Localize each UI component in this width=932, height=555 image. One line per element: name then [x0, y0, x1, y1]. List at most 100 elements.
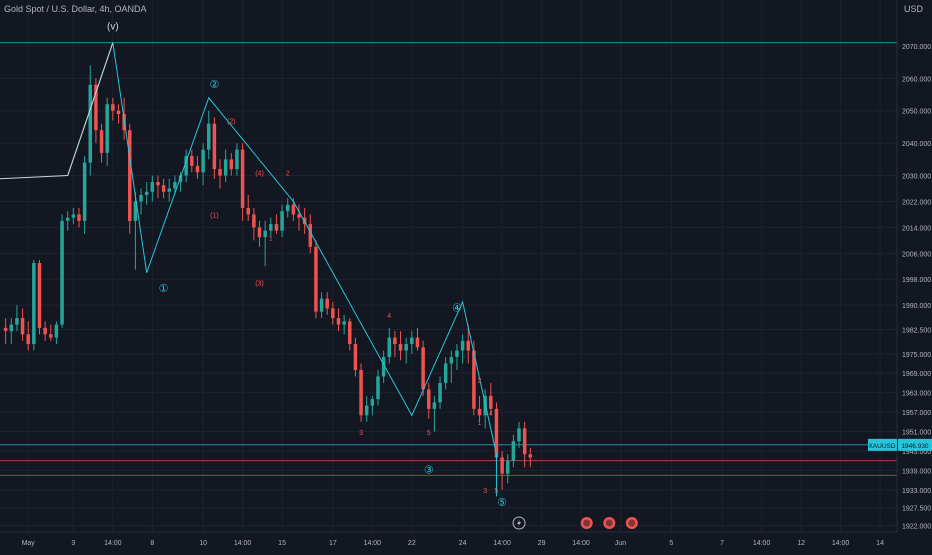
candle-body: [319, 298, 324, 312]
candle: [432, 395, 437, 432]
candle-body: [280, 211, 284, 231]
candle: [297, 204, 301, 231]
time-tick-label: 22: [408, 540, 416, 547]
candle-body: [308, 224, 313, 247]
candle-body: [184, 156, 188, 176]
price-tick-label: 2006.000: [902, 251, 931, 258]
price-tick-label: 2022.000: [902, 199, 931, 206]
candle: [82, 156, 87, 234]
candle: [206, 110, 211, 160]
candle-body: [410, 337, 414, 345]
time-tick-label: 14:00: [493, 540, 511, 547]
time-axis-ticks: May 3 14:00 8 10 14:00 15 17 14:00 22 24 14:00 29 14:…: [22, 540, 884, 547]
candle: [443, 357, 448, 390]
price-tick-label: 2050.000: [902, 109, 931, 116]
candle: [190, 149, 194, 173]
time-tick-label: 3: [71, 540, 75, 547]
candle: [229, 152, 234, 176]
candle-body: [398, 344, 403, 351]
candle: [218, 159, 222, 189]
candle-body: [438, 382, 442, 403]
candle-body: [274, 224, 279, 231]
candle-body: [381, 357, 386, 377]
candle-body: [223, 159, 228, 176]
candle: [94, 78, 98, 144]
candle-body: [500, 457, 504, 474]
candle: [336, 308, 341, 332]
price-tick-label: 1939.000: [902, 468, 931, 475]
candle: [65, 211, 70, 231]
candle-body: [20, 318, 25, 335]
wave-label: 1: [478, 420, 482, 427]
candle-body: [15, 318, 19, 325]
candle: [466, 324, 470, 364]
candle-body: [128, 130, 132, 221]
candle-body: [94, 84, 98, 131]
event-icons: [512, 516, 638, 530]
candle: [99, 123, 104, 163]
candle-body: [240, 149, 245, 208]
candle-body: [370, 399, 375, 406]
candle-body: [505, 460, 510, 474]
candle-body: [331, 308, 335, 319]
candle: [274, 214, 279, 234]
candle: [381, 350, 386, 383]
candle-body: [60, 220, 64, 325]
price-tick-label: 1969.000: [902, 371, 931, 378]
candle: [252, 207, 256, 241]
wave-label: 5: [427, 430, 431, 437]
price-tick-label: 1951.000: [902, 430, 931, 437]
flag-icon-center: [628, 519, 636, 527]
candle: [111, 97, 115, 121]
candle-body: [105, 104, 109, 153]
candle: [3, 318, 8, 345]
time-tick-label: 14:00: [364, 540, 382, 547]
candle-body: [139, 194, 143, 202]
candle-body: [511, 441, 516, 461]
time-tick-label: 14:00: [234, 540, 252, 547]
candle-body: [285, 204, 290, 212]
candle: [128, 123, 132, 234]
time-tick-label: 14:00: [832, 540, 850, 547]
candle: [285, 198, 290, 218]
candle-body: [342, 321, 346, 325]
price-axis-panel[interactable]: [897, 0, 932, 550]
candle-body: [195, 165, 200, 173]
candle: [15, 305, 19, 332]
candle-body: [9, 324, 14, 332]
candle-body: [421, 347, 425, 390]
candle-body: [173, 182, 177, 189]
candle-body: [314, 246, 318, 312]
time-tick-label: 14: [876, 540, 884, 547]
candle: [54, 321, 59, 345]
candle: [404, 337, 408, 364]
candle: [353, 337, 358, 377]
candle-body: [77, 214, 81, 221]
candle: [156, 175, 160, 199]
candle: [438, 376, 442, 409]
candle-body: [376, 376, 380, 400]
candle: [32, 259, 36, 351]
candle-body: [111, 104, 115, 111]
candle: [342, 314, 346, 335]
time-tick-label: 10: [199, 540, 207, 547]
candle-body: [3, 327, 8, 332]
wave-label: (3): [255, 281, 264, 288]
time-tick-label: 7: [720, 540, 724, 547]
price-axis-ticks: 2070.000 2060.000 2050.000 2040.000 2030.000…: [902, 44, 931, 531]
candle-body: [190, 156, 194, 166]
candle-body: [404, 344, 408, 351]
candle-body: [325, 298, 329, 309]
candle-body: [252, 214, 256, 228]
time-axis-panel[interactable]: [0, 532, 932, 550]
candle: [144, 182, 149, 205]
candle-body: [427, 389, 431, 409]
wave-label: 4: [387, 313, 391, 320]
lightning-icon: [512, 516, 526, 530]
time-tick-label: 15: [278, 540, 286, 547]
price-tick-label: 1927.500: [902, 506, 931, 513]
candle: [387, 327, 392, 364]
wave-label: (1): [210, 213, 219, 220]
impulse-line-top: [67, 42, 114, 176]
